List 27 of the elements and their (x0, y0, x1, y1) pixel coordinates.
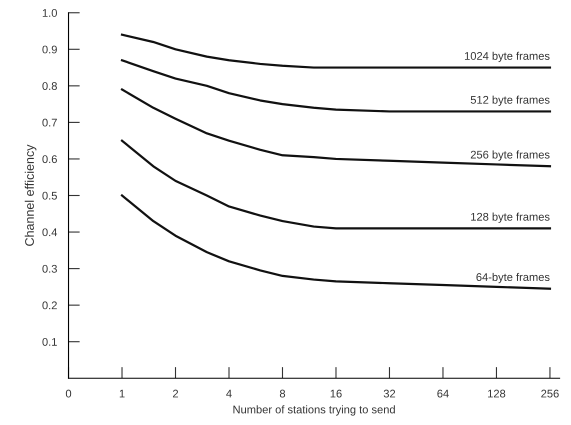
x-tick-label: 256 (541, 390, 559, 398)
y-tick-label: 0.8 (42, 82, 57, 90)
series-label: 1024 byte frames (464, 52, 550, 62)
x-tick-label: 16 (330, 390, 342, 398)
y-axis-title: Channel efficiency (24, 144, 36, 246)
y-tick-label: 0.2 (42, 301, 57, 310)
x-tick-label: 8 (280, 390, 286, 398)
y-tick-label: 0.4 (42, 228, 58, 236)
y-tick-label: 0.6 (42, 155, 57, 164)
series-label: 256 byte frames (470, 150, 550, 161)
y-tick-label: 0.5 (42, 192, 57, 200)
y-tick-label: 0.9 (42, 46, 57, 54)
x-axis-title: Number of stations trying to send (233, 405, 395, 416)
x-tick-label: 2 (172, 390, 178, 398)
x-tick-label: 0 (66, 390, 72, 398)
x-tick-label: 4 (226, 390, 232, 398)
x-tick-label: 32 (384, 390, 396, 398)
y-tick-label: 0.1 (42, 338, 57, 346)
y-tick-label: 0.7 (42, 118, 57, 127)
x-tick-label: 128 (488, 390, 506, 398)
y-tick-label: 0.3 (42, 264, 57, 273)
x-tick-label: 1 (120, 390, 125, 398)
series-label: 64-byte frames (476, 272, 550, 284)
series-label: 512 byte frames (470, 96, 550, 106)
y-tick-label: 1.0 (42, 9, 57, 17)
series-label: 128 byte frames (471, 212, 550, 223)
x-tick-label: 64 (437, 390, 449, 398)
